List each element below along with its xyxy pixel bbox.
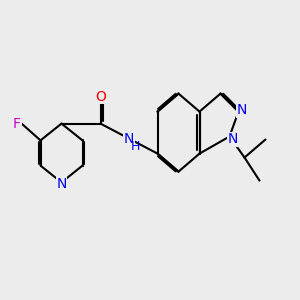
Text: N: N (228, 133, 238, 146)
Text: H: H (131, 140, 140, 154)
Text: N: N (237, 103, 247, 117)
Text: F: F (13, 117, 21, 130)
Text: O: O (96, 90, 106, 104)
Text: N: N (56, 177, 67, 191)
Text: N: N (124, 132, 134, 145)
